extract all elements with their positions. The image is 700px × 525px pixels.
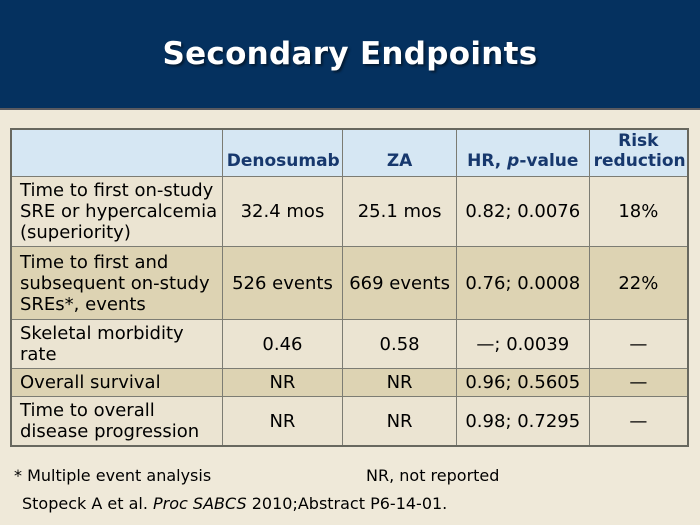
cell-denosumab: 526 events	[221, 246, 344, 321]
cell-za: NR	[342, 368, 457, 398]
row-label: Overall survival	[10, 368, 223, 398]
cell-hr-pvalue: 0.76; 0.0008	[455, 246, 590, 321]
cell-za: 0.58	[342, 319, 457, 370]
cell-denosumab: NR	[221, 368, 344, 398]
cell-denosumab: 32.4 mos	[221, 176, 344, 248]
cell-risk-reduction: —	[588, 368, 689, 398]
cell-hr-pvalue: —; 0.0039	[455, 319, 590, 370]
cell-risk-reduction: —	[588, 319, 689, 370]
cell-denosumab: NR	[221, 396, 344, 447]
hr-label-prefix: HR,	[467, 150, 508, 171]
table-row: Time to overall disease progression NR NR 0…	[10, 396, 689, 447]
header-risk-reduction: Risk reduction	[588, 128, 689, 178]
secondary-endpoints-table: Denosumab ZA HR, p-value Risk reduction …	[10, 128, 689, 448]
cell-za: 25.1 mos	[342, 176, 457, 248]
cell-risk-reduction: 18%	[588, 176, 689, 248]
table-row: Time to first and subsequent on-study SR…	[10, 246, 689, 321]
reference-prefix: Stopeck A et al.	[22, 494, 154, 513]
row-label: Time to first and subsequent on-study SR…	[10, 246, 223, 321]
reference-citation: Stopeck A et al. Proc SABCS 2010;Abstrac…	[22, 494, 447, 513]
table-row: Overall survival NR NR 0.96; 0.5605—	[10, 368, 689, 398]
row-label: Time to first on-study SRE or hypercalce…	[10, 176, 223, 248]
cell-hr-pvalue: 0.98; 0.7295	[455, 396, 590, 447]
slide-title: Secondary Endpoints	[162, 36, 538, 72]
table-body: Time to first on-study SRE or hypercalce…	[10, 176, 689, 447]
reference-suffix: 2010;Abstract P6-14-01.	[246, 494, 448, 513]
table-row: Time to first on-study SRE or hypercalce…	[10, 176, 689, 248]
row-label: Skeletal morbidity rate	[10, 319, 223, 370]
cell-hr-pvalue: 0.96; 0.5605	[455, 368, 590, 398]
row-label: Time to overall disease progression	[10, 396, 223, 447]
cell-denosumab: 0.46	[221, 319, 344, 370]
footnote-multiple-event: * Multiple event analysis	[14, 466, 212, 485]
cell-risk-reduction: 22%	[588, 246, 689, 321]
header-empty-cell	[10, 128, 223, 178]
cell-risk-reduction: —	[588, 396, 689, 447]
cell-hr-pvalue: 0.82; 0.0076	[455, 176, 590, 248]
header-za: ZA	[342, 128, 457, 178]
reference-journal-italic: Proc SABCS	[153, 494, 247, 513]
hr-label-suffix: -value	[519, 150, 579, 171]
hr-label-p-italic: p	[507, 150, 520, 171]
cell-za: 669 events	[342, 246, 457, 321]
footnote-nr-not-reported: NR, not reported	[366, 466, 500, 485]
header-hr-pvalue: HR, p-value	[455, 128, 590, 178]
table-header-row: Denosumab ZA HR, p-value Risk reduction	[10, 128, 689, 178]
cell-za: NR	[342, 396, 457, 447]
header-denosumab: Denosumab	[221, 128, 344, 178]
table-row: Skeletal morbidity rate 0.46 0.58 —; 0.0039…	[10, 319, 689, 370]
title-band: Secondary Endpoints	[0, 0, 700, 110]
footnote-row: * Multiple event analysis NR, not report…	[0, 466, 700, 488]
